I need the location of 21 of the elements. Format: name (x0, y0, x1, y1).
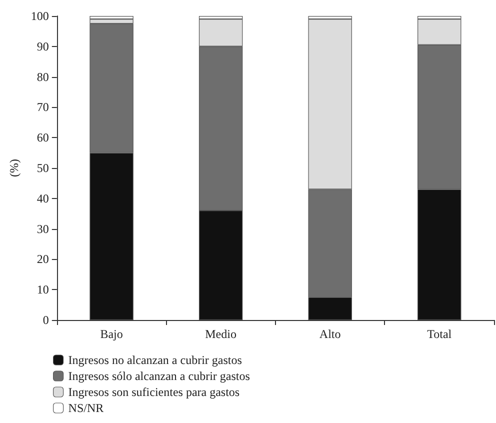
legend-label: NS/NR (68, 401, 104, 415)
y-tick-label: 10 (36, 282, 49, 297)
y-tick-label: 60 (36, 130, 49, 145)
y-tick-label: 90 (36, 39, 49, 54)
y-tick-label: 20 (36, 252, 49, 266)
y-tick-label: 100 (30, 9, 49, 23)
y-tick-label: 30 (36, 222, 49, 236)
legend-label: Ingresos sólo alcanzan a cubrir gastos (68, 369, 250, 383)
y-tick-label: 0 (42, 313, 49, 327)
x-tick-label: Bajo (100, 327, 123, 341)
y-axis-title: (%) (7, 159, 21, 177)
legend-label: Ingresos no alcanzan a cubrir gastos (68, 353, 242, 367)
x-tick-label: Alto (319, 327, 341, 341)
y-tick-label: 70 (36, 100, 49, 114)
bar (90, 16, 134, 20)
legend-label: Ingresos son suficientes para gastos (68, 385, 240, 399)
y-tick-label: 40 (36, 191, 49, 206)
y-tick-label: 80 (36, 70, 49, 84)
x-tick-label: Medio (205, 327, 236, 341)
y-tick-label: 50 (36, 161, 49, 175)
x-tick-label: Total (427, 327, 452, 341)
